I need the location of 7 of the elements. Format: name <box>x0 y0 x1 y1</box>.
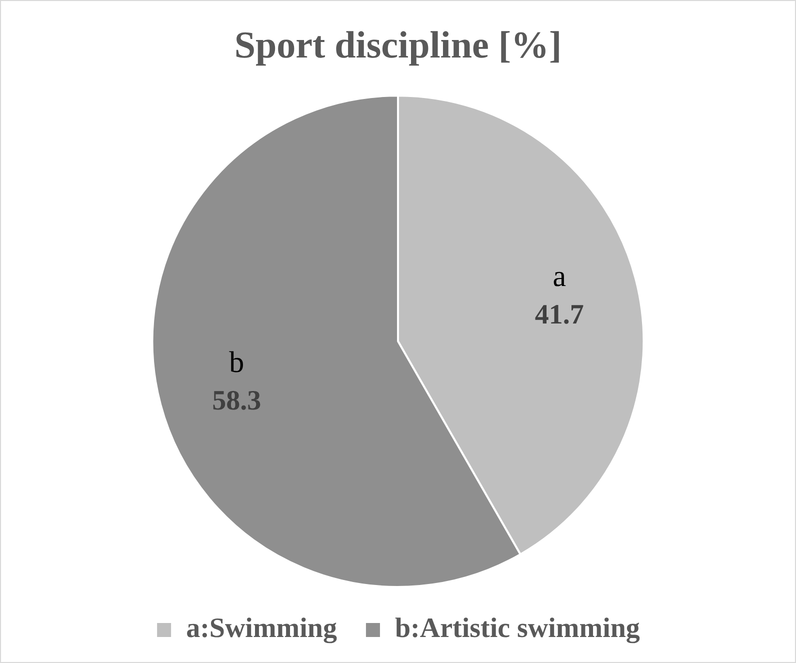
legend-label: b:Artistic swimming <box>394 613 640 644</box>
text: a <box>552 260 566 294</box>
text: b <box>229 346 244 380</box>
data-label: 58.3 <box>212 386 262 417</box>
data-label: 41.7 <box>534 299 584 330</box>
legend-label: a:Swimming <box>186 613 337 644</box>
chart-title: Sport discipline [%] <box>234 24 562 67</box>
